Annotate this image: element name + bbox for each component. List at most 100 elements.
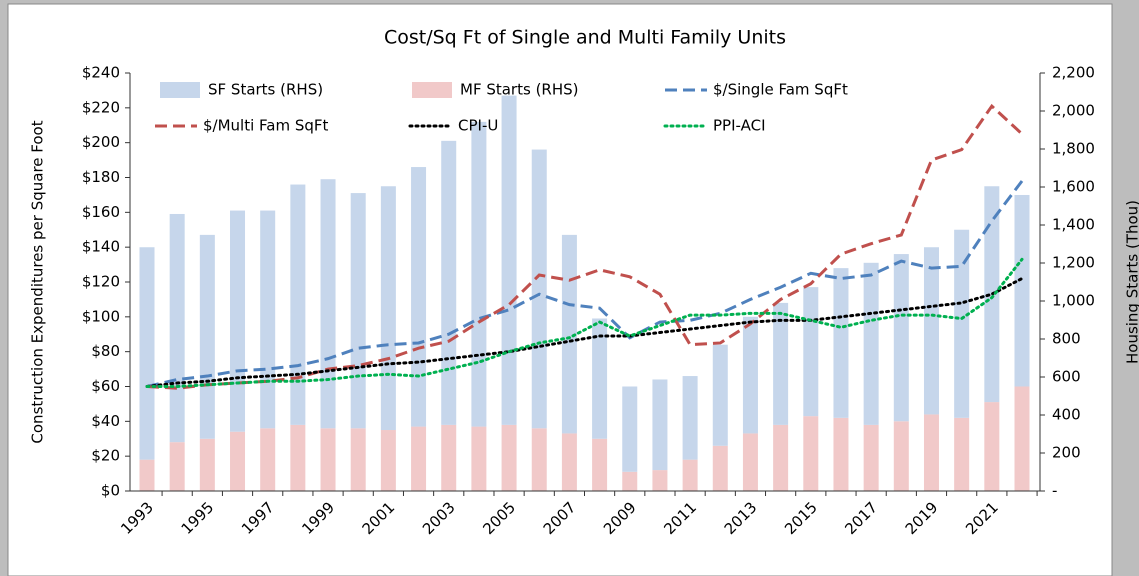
line: [145, 277, 1024, 388]
line: [146, 180, 1024, 388]
chart-title: Cost/Sq Ft of Single and Multi Family Un…: [384, 27, 786, 49]
bar: [893, 254, 909, 422]
bar: [592, 438, 608, 491]
bar: [350, 428, 366, 491]
y2-tick-label: 600: [1052, 368, 1081, 386]
bar: [380, 186, 396, 431]
y2-axis-label: Housing Starts (Thou): [1124, 200, 1139, 364]
bar: [230, 210, 246, 432]
bar: [863, 424, 879, 491]
bar: [863, 262, 879, 425]
line: [145, 257, 1024, 388]
y2-tick-label: 800: [1052, 330, 1081, 348]
legend-swatch: [412, 82, 452, 98]
bar: [682, 376, 698, 460]
y-tick-label: $220: [82, 98, 120, 116]
line: [146, 103, 1024, 390]
bar: [561, 234, 577, 434]
legend-label: CPI-U: [458, 117, 498, 135]
bar: [169, 213, 185, 443]
legend-label: MF Starts (RHS): [460, 81, 579, 99]
bar: [139, 459, 155, 491]
bar: [622, 471, 638, 491]
bar: [411, 426, 427, 491]
bar: [411, 167, 427, 427]
y2-tick-label: 1,400: [1052, 216, 1095, 234]
bar: [260, 210, 276, 429]
bar: [169, 442, 185, 491]
bar: [320, 428, 336, 491]
y-tick-label: $60: [91, 377, 120, 395]
bar: [1014, 386, 1030, 491]
bar: [833, 417, 849, 491]
bar: [984, 402, 1000, 491]
legend-label: SF Starts (RHS): [208, 81, 323, 99]
bar: [803, 416, 819, 491]
bar: [199, 438, 215, 491]
y-tick-label: $20: [91, 447, 120, 465]
y2-tick-label: 1,600: [1052, 178, 1095, 196]
bar: [923, 414, 939, 491]
bar: [230, 431, 246, 491]
bar: [954, 229, 970, 418]
bar: [893, 421, 909, 491]
bar: [954, 417, 970, 491]
bar: [742, 316, 758, 434]
bar: [803, 287, 819, 417]
bar: [531, 149, 547, 429]
y-tick-label: $240: [82, 64, 120, 82]
bar: [290, 424, 306, 491]
bar: [199, 234, 215, 439]
y-tick-label: $80: [91, 342, 120, 360]
y-tick-label: $160: [82, 203, 120, 221]
bar: [923, 247, 939, 415]
bar: [773, 424, 789, 491]
y-tick-label: $40: [91, 412, 120, 430]
legend-label: $/Multi Fam SqFt: [203, 117, 329, 135]
bar: [712, 344, 728, 446]
y2-tick-label: 400: [1052, 406, 1081, 424]
bar: [260, 428, 276, 491]
bar: [652, 470, 668, 491]
bar: [380, 430, 396, 491]
bar: [742, 433, 758, 491]
bar: [712, 445, 728, 491]
y-tick-label: $120: [82, 273, 120, 291]
y-tick-label: $0: [101, 482, 120, 500]
legend-label: PPI-ACI: [713, 117, 766, 135]
y2-tick-label: 2,200: [1052, 64, 1095, 82]
bar: [501, 424, 517, 491]
bar: [682, 459, 698, 491]
bar: [441, 424, 457, 491]
y-tick-label: $200: [82, 133, 120, 151]
y2-tick-label: 200: [1052, 444, 1081, 462]
y-tick-label: $100: [82, 307, 120, 325]
bar: [652, 379, 668, 471]
bar: [592, 318, 608, 439]
bar: [1014, 194, 1030, 387]
y2-tick-label: 1,800: [1052, 140, 1095, 158]
bar: [290, 184, 306, 425]
bar: [350, 193, 366, 429]
y-axis-label: Construction Expenditures per Square Foo…: [29, 120, 47, 443]
bar: [531, 428, 547, 491]
bar: [622, 386, 638, 472]
y2-tick-label: 1,000: [1052, 292, 1095, 310]
y2-tick-label: 2,000: [1052, 102, 1095, 120]
y2-tick-label: -: [1052, 482, 1057, 500]
bar: [320, 179, 336, 429]
bar: [773, 302, 789, 425]
bar: [471, 121, 487, 427]
bar: [833, 268, 849, 418]
bar: [561, 433, 577, 491]
y-tick-label: $180: [82, 168, 120, 186]
bar: [139, 247, 155, 460]
y2-tick-label: 1,200: [1052, 254, 1095, 272]
legend-swatch: [160, 82, 200, 98]
bar: [471, 426, 487, 491]
legend-label: $/Single Fam SqFt: [713, 81, 848, 99]
bar: [441, 140, 457, 425]
y-tick-label: $140: [82, 238, 120, 256]
